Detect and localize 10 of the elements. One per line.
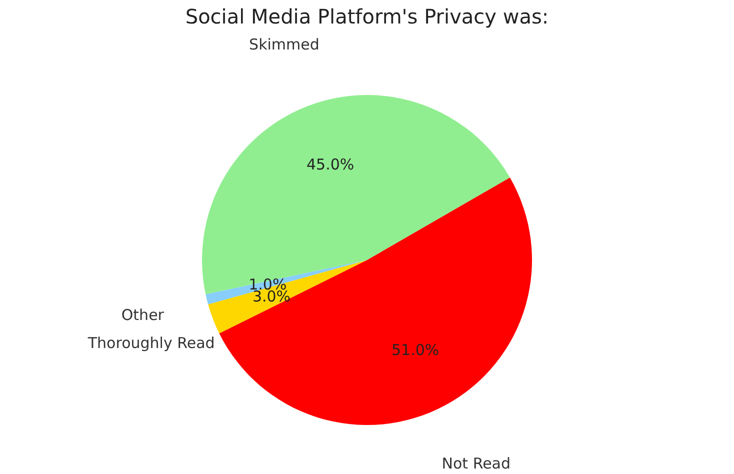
slice-label: Skimmed [249, 35, 320, 54]
data-label: 51.0% [392, 341, 440, 360]
slice-label: Thoroughly Read [86, 334, 215, 352]
slice-label: Other [121, 306, 165, 324]
data-label: 45.0% [306, 155, 354, 174]
pie-slice [219, 178, 532, 425]
chart-title: Social Media Platform's Privacy was: [185, 4, 549, 28]
pie-slice [206, 260, 367, 304]
pie-slice [208, 260, 367, 334]
slice-label: Not Read [442, 454, 511, 473]
